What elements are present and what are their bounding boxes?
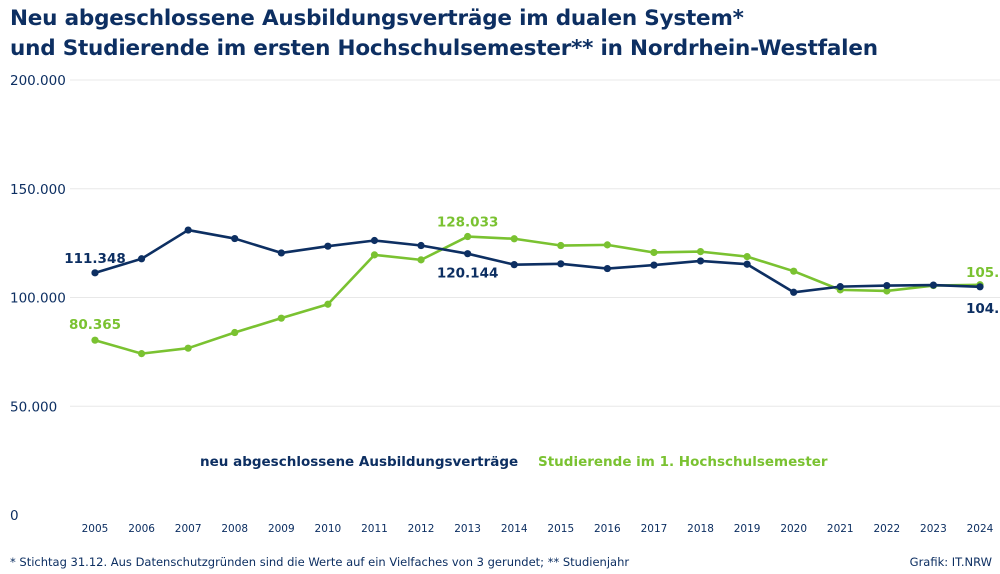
x-tick-label: 2008 — [221, 523, 248, 535]
data-point — [184, 344, 192, 352]
data-point — [277, 314, 285, 322]
data-point — [976, 283, 984, 291]
data-point — [137, 350, 146, 358]
data-point — [743, 253, 751, 261]
y-tick-label: 100.000 — [10, 291, 66, 307]
legend-item: neu abgeschlossene Ausbildungsverträge — [200, 454, 518, 470]
data-point — [464, 250, 472, 258]
data-label: 80.365 — [69, 317, 121, 333]
data-point — [883, 287, 891, 295]
data-point — [929, 281, 938, 289]
x-tick-label: 2020 — [780, 523, 807, 535]
y-tick-label: 200.000 — [10, 73, 66, 89]
data-point — [603, 241, 611, 249]
x-tick-label: 2017 — [641, 523, 668, 535]
data-point — [231, 328, 239, 337]
data-point — [91, 269, 99, 277]
data-point — [790, 267, 798, 275]
x-tick-label: 2023 — [920, 523, 947, 535]
x-tick-label: 2018 — [687, 523, 714, 535]
data-point — [696, 257, 705, 265]
y-tick-label: 0 — [10, 508, 19, 524]
x-tick-label: 2016 — [594, 523, 621, 535]
data-point — [417, 241, 425, 250]
data-point — [650, 261, 658, 269]
data-point — [557, 260, 565, 268]
y-tick-label: 50.000 — [10, 399, 57, 415]
chart-title: Neu abgeschlossene Ausbildungsverträge i… — [10, 4, 878, 64]
legend-item: Studierende im 1. Hochschulsemester — [538, 454, 828, 470]
data-point — [557, 241, 565, 250]
x-tick-label: 2011 — [361, 523, 388, 535]
series-line — [94, 235, 981, 355]
y-tick-label: 150.000 — [10, 182, 66, 198]
data-point — [231, 234, 239, 243]
data-point — [184, 226, 192, 234]
x-tick-label: 2010 — [315, 523, 342, 535]
data-point — [417, 256, 425, 264]
data-point — [790, 288, 798, 296]
x-tick-label: 2022 — [873, 523, 900, 535]
series-line — [94, 228, 981, 294]
data-point — [137, 255, 146, 263]
data-label: 120.144 — [437, 266, 499, 282]
data-point — [370, 236, 379, 245]
data-point — [836, 283, 844, 291]
data-point — [510, 261, 518, 269]
title-line-2: und Studierende im ersten Hochschulsemes… — [10, 36, 878, 61]
data-label: 104.922 — [966, 301, 1000, 317]
data-point — [324, 300, 332, 308]
data-point — [324, 242, 332, 250]
x-tick-label: 2019 — [734, 523, 761, 535]
data-point — [510, 235, 518, 243]
x-tick-label: 2009 — [268, 523, 295, 535]
data-point — [696, 248, 705, 256]
footnote: * Stichtag 31.12. Aus Datenschutzgründen… — [10, 555, 630, 569]
credit: Grafik: IT.NRW — [909, 555, 992, 569]
data-point — [277, 249, 285, 257]
x-tick-label: 2013 — [454, 523, 481, 535]
data-label: 111.348 — [64, 251, 126, 267]
data-point — [370, 251, 379, 259]
x-tick-label: 2024 — [967, 523, 994, 535]
x-tick-label: 2021 — [827, 523, 854, 535]
x-tick-label: 2005 — [82, 523, 109, 535]
data-point — [464, 232, 472, 241]
data-point — [91, 336, 99, 344]
x-tick-label: 2015 — [547, 523, 574, 535]
data-point — [743, 260, 751, 268]
title-line-1: Neu abgeschlossene Ausbildungsverträge i… — [10, 6, 744, 31]
x-tick-label: 2012 — [408, 523, 435, 535]
x-tick-label: 2007 — [175, 523, 202, 535]
data-point — [603, 264, 611, 273]
data-label: 105.855 — [966, 265, 1000, 281]
x-tick-label: 2014 — [501, 523, 528, 535]
data-label: 128.033 — [437, 215, 499, 231]
data-point — [883, 281, 891, 290]
x-tick-label: 2006 — [128, 523, 155, 535]
data-point — [650, 248, 658, 257]
